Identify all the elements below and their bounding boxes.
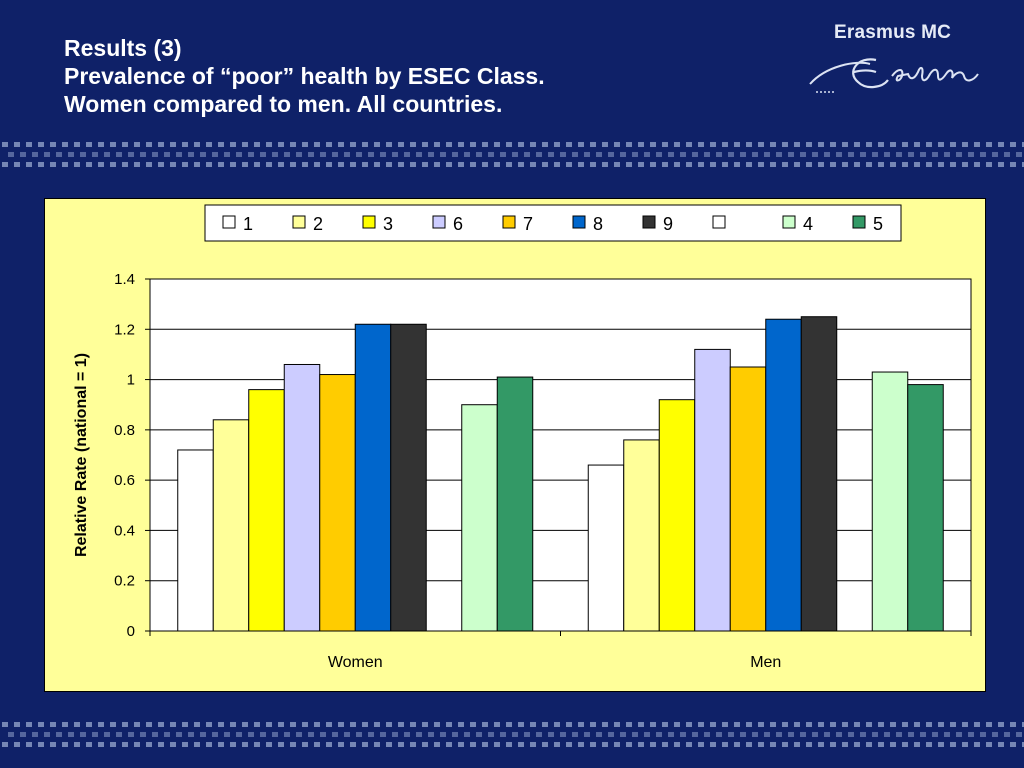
- bar-men-series-4: [871, 371, 909, 632]
- bar-men-series-5: [907, 384, 944, 632]
- legend-swatch: [362, 215, 376, 229]
- y-tick-label: 0.2: [114, 573, 135, 590]
- legend-swatch: [712, 215, 726, 229]
- y-tick-label: 0.8: [114, 422, 135, 439]
- bar-men-series-7: [729, 366, 767, 632]
- legend-label: 8: [593, 214, 603, 234]
- bar-women-series-8: [354, 323, 392, 632]
- erasmus-mc-logo: Erasmus MC: [806, 22, 986, 98]
- bar-women-series-2: [212, 419, 250, 632]
- bar-women-series-9: [390, 323, 427, 632]
- bar-men-series-8: [765, 318, 802, 632]
- bar-women-series-4: [461, 404, 498, 632]
- legend-swatch: [572, 215, 586, 229]
- legend-label: 2: [313, 214, 323, 234]
- legend-swatch: [642, 215, 656, 229]
- y-tick-label: 0: [127, 623, 135, 640]
- bar-women-series-7: [319, 374, 356, 632]
- y-tick-label: 0.4: [114, 522, 135, 539]
- legend: [204, 204, 902, 242]
- legend-label: 9: [663, 214, 673, 234]
- x-category-label: Men: [750, 654, 781, 671]
- bar-chart: 0 0.2 0.4 0.6 0.8 1 1.2 1.4 Relative Rate (natio…: [73, 204, 972, 671]
- title-line-1: Results (3): [64, 35, 182, 61]
- legend-label: 3: [383, 214, 393, 234]
- legend-swatch: [292, 215, 306, 229]
- legend-swatch: [222, 215, 236, 229]
- legend-label: 7: [523, 214, 533, 234]
- title-line-2: Prevalence of “poor” health by ESEC Clas…: [64, 63, 545, 89]
- legend-swatch: [502, 215, 516, 229]
- y-tick-label: 1.4: [114, 271, 135, 288]
- x-category-label: Women: [328, 654, 383, 671]
- title-line-3: Women compared to men. All countries.: [64, 91, 503, 117]
- chart-panel: 0 0.2 0.4 0.6 0.8 1 1.2 1.4 Relative Rate (natio…: [44, 198, 986, 692]
- bar-women-series-3: [248, 389, 285, 632]
- bar-men-series-3: [658, 399, 696, 632]
- legend-label: 1: [243, 214, 253, 234]
- bar-men-series-6: [694, 348, 731, 632]
- logo-text: Erasmus MC: [834, 22, 952, 43]
- bar-women-series-6: [283, 363, 321, 632]
- y-tick-label: 0.6: [114, 472, 135, 489]
- bar-women-series-1: [177, 449, 214, 632]
- dotted-band-top: [2, 142, 1024, 167]
- y-tick-label: 1: [127, 372, 135, 389]
- bar-men-series-9: [800, 316, 838, 632]
- y-axis-label: Relative Rate (national = 1): [73, 353, 90, 557]
- bar-men-series-1: [587, 464, 625, 632]
- slide-title: Results (3) Prevalence of “poor” health …: [64, 34, 545, 118]
- erasmus-signature-icon: [809, 58, 979, 93]
- bar-women-series-5: [496, 376, 534, 632]
- dotted-band-bottom: [2, 722, 1024, 747]
- legend-label: 6: [453, 214, 463, 234]
- legend-swatch: [432, 215, 446, 229]
- y-tick-label: 1.2: [114, 321, 135, 338]
- bar-men-series-2: [623, 439, 660, 632]
- legend-swatch: [852, 215, 866, 229]
- legend-label: 5: [873, 214, 883, 234]
- legend-label: 4: [803, 214, 813, 234]
- legend-swatch: [782, 215, 796, 229]
